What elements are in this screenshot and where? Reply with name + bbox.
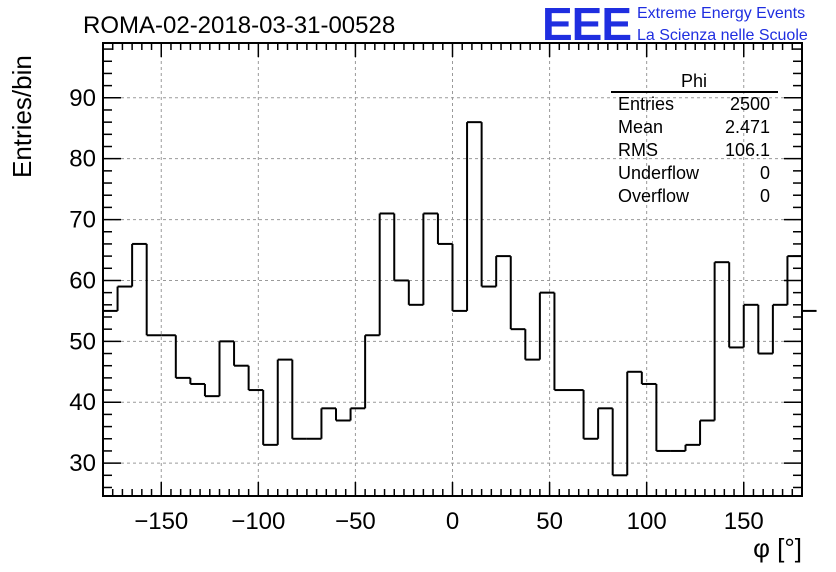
stats-box: Phi Entries 2500 Mean 2.471 RMS 106.1 Underflo… — [611, 71, 778, 206]
stats-value-3: 0 — [760, 163, 770, 183]
x-tick-label-5: 100 — [627, 508, 667, 535]
x-axis-label: φ [°] — [753, 533, 802, 563]
x-tick-label-2: −50 — [335, 508, 376, 535]
x-tick-label-0: −150 — [134, 508, 188, 535]
x-tick-label-1: −100 — [231, 508, 285, 535]
eee-logo-line1: Extreme Energy Events — [637, 5, 805, 22]
y-tick-label-6: 90 — [69, 85, 96, 112]
stats-value-4: 0 — [760, 186, 770, 206]
eee-logo-line2: La Scienza nelle Scuole — [637, 27, 808, 44]
x-tick-label-4: 50 — [536, 508, 563, 535]
stats-label-3: Underflow — [618, 163, 700, 183]
stats-value-1: 2.471 — [725, 117, 770, 137]
histogram-bars — [103, 121, 817, 477]
eee-logo: EEE Extreme Energy Events La Scienza nel… — [542, 0, 808, 50]
x-tick-label-6: 150 — [724, 508, 764, 535]
y-tick-label-2: 50 — [69, 328, 96, 355]
x-tick-labels: −150 −100 −50 0 50 100 150 — [134, 508, 764, 535]
run-title: ROMA-02-2018-03-31-00528 — [83, 12, 395, 39]
y-axis-label: Entries/bin — [7, 55, 37, 178]
y-tick-labels: 30 40 50 60 70 80 90 — [69, 85, 96, 477]
y-tick-label-3: 60 — [69, 267, 96, 294]
stats-title: Phi — [681, 71, 707, 91]
stats-label-2: RMS — [618, 140, 658, 160]
stats-rows: Entries 2500 Mean 2.471 RMS 106.1 Underflow 0 Ov… — [618, 94, 770, 206]
y-tick-label-0: 30 — [69, 450, 96, 477]
stats-label-0: Entries — [618, 94, 674, 114]
stats-value-0: 2500 — [730, 94, 770, 114]
stats-label-4: Overflow — [618, 186, 690, 206]
axis-ticks — [103, 43, 802, 496]
y-tick-label-1: 40 — [69, 389, 96, 416]
y-tick-label-4: 70 — [69, 207, 96, 234]
stats-value-2: 106.1 — [725, 140, 770, 160]
y-tick-label-5: 80 — [69, 146, 96, 173]
stats-label-1: Mean — [618, 117, 663, 137]
eee-logo-letters: EEE — [542, 0, 631, 50]
x-tick-label-3: 0 — [446, 508, 459, 535]
